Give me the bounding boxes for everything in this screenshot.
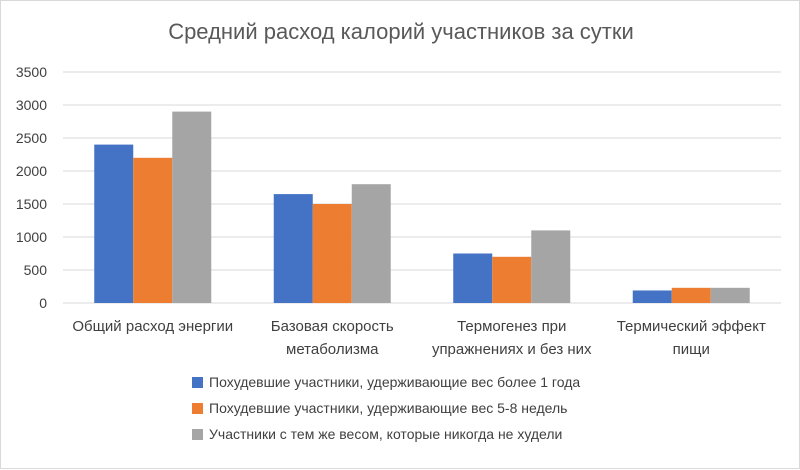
bar [710,287,750,303]
bar [492,256,532,303]
y-tick-label: 2500 [16,130,47,146]
y-tick-label: 3000 [16,97,47,113]
x-category-label: метаболизма [286,341,379,358]
bar [351,184,391,303]
bar [172,111,212,303]
bar [453,253,493,303]
x-category-label: пищи [673,341,710,358]
bar [94,144,134,303]
legend-swatch [192,377,203,388]
x-category-label: Базовая скорость [271,318,394,335]
y-axis-ticks: 0 500 1000 1500 2000 2500 3000 3500 [16,64,47,311]
x-axis-categories: Общий расход энергии Базовая скорость мета… [72,318,766,358]
y-tick-label: 1000 [16,229,47,245]
legend-label: Похудевшие участники, удерживающие вес б… [209,374,580,390]
legend: Похудевшие участники, удерживающие вес б… [192,374,580,442]
legend-swatch [192,429,203,440]
legend-label: Участники с тем же весом, которые никогд… [209,426,562,442]
bar [312,204,352,303]
legend-label: Похудевшие участники, удерживающие вес 5… [209,400,567,416]
x-category-label: упражнениях и без них [432,341,592,358]
bar [273,194,313,303]
bar [531,230,571,303]
y-tick-label: 3500 [16,64,47,80]
bar [671,287,711,303]
y-tick-label: 1500 [16,196,47,212]
x-category-label: Общий расход энергии [72,318,233,335]
x-category-label: Термический эффект [617,318,766,335]
bar [133,157,173,303]
legend-swatch [192,403,203,414]
chart-title: Средний расход калорий участников за сут… [168,19,634,44]
y-tick-label: 2000 [16,163,47,179]
y-tick-label: 0 [39,295,47,311]
bar [632,290,672,303]
x-category-label: Термогенез при [457,318,566,335]
bars [94,111,750,303]
y-tick-label: 500 [24,262,48,278]
